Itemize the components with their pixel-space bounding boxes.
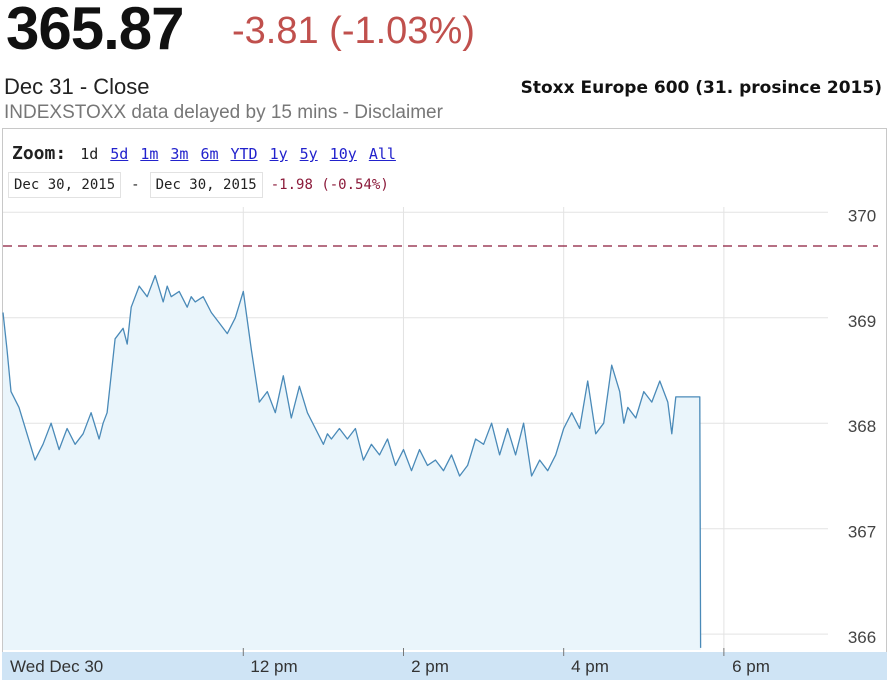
y-tick-label: 366 xyxy=(848,628,876,647)
x-tick-label: Wed Dec 30 xyxy=(10,657,103,676)
y-tick-label: 370 xyxy=(848,206,876,225)
zoom-option-1y[interactable]: 1y xyxy=(269,145,288,163)
y-tick-label: 368 xyxy=(848,417,876,436)
x-tick-label: 12 pm xyxy=(250,657,297,676)
zoom-option-5y[interactable]: 5y xyxy=(299,145,318,163)
x-tick-label: 4 pm xyxy=(571,657,609,676)
zoom-bar: Zoom: 1d 5d 1m 3m 6m YTD 1y 5y 10y All xyxy=(12,143,408,164)
series-line[interactable] xyxy=(2,274,702,648)
last-price: 365.87 xyxy=(6,0,185,62)
range-start-input[interactable]: Dec 30, 2015 xyxy=(8,172,122,198)
chart-title: Stoxx Europe 600 (31. prosince 2015) xyxy=(520,78,882,98)
date-range: Dec 30, 2015 - Dec 30, 2015 -1.98 (-0.54… xyxy=(8,172,389,198)
zoom-option-6m[interactable]: 6m xyxy=(200,145,219,163)
x-axis-band xyxy=(2,652,887,680)
zoom-option-all[interactable]: All xyxy=(368,145,396,163)
x-tick-label: 2 pm xyxy=(411,657,449,676)
y-tick-label: 367 xyxy=(848,523,876,542)
zoom-option-1d[interactable]: 1d xyxy=(80,145,99,163)
series-area xyxy=(3,275,701,650)
delay-notice[interactable]: INDEXSTOXX data delayed by 15 mins - Dis… xyxy=(4,102,443,123)
zoom-option-3m[interactable]: 3m xyxy=(170,145,189,163)
close-label: Dec 31 - Close xyxy=(4,74,150,99)
zoom-label: Zoom: xyxy=(12,143,67,164)
zoom-option-ytd[interactable]: YTD xyxy=(230,145,258,163)
price-change: -3.81 (-1.03%) xyxy=(232,10,475,52)
y-tick-label: 369 xyxy=(848,312,876,331)
x-tick-label: 6 pm xyxy=(732,657,770,676)
range-separator: - xyxy=(131,177,140,193)
range-change: -1.98 (-0.54%) xyxy=(270,177,389,193)
zoom-option-1m[interactable]: 1m xyxy=(140,145,159,163)
chart-frame xyxy=(2,128,887,678)
range-end-input[interactable]: Dec 30, 2015 xyxy=(149,172,263,198)
zoom-option-5d[interactable]: 5d xyxy=(110,145,129,163)
zoom-option-10y[interactable]: 10y xyxy=(329,145,357,163)
